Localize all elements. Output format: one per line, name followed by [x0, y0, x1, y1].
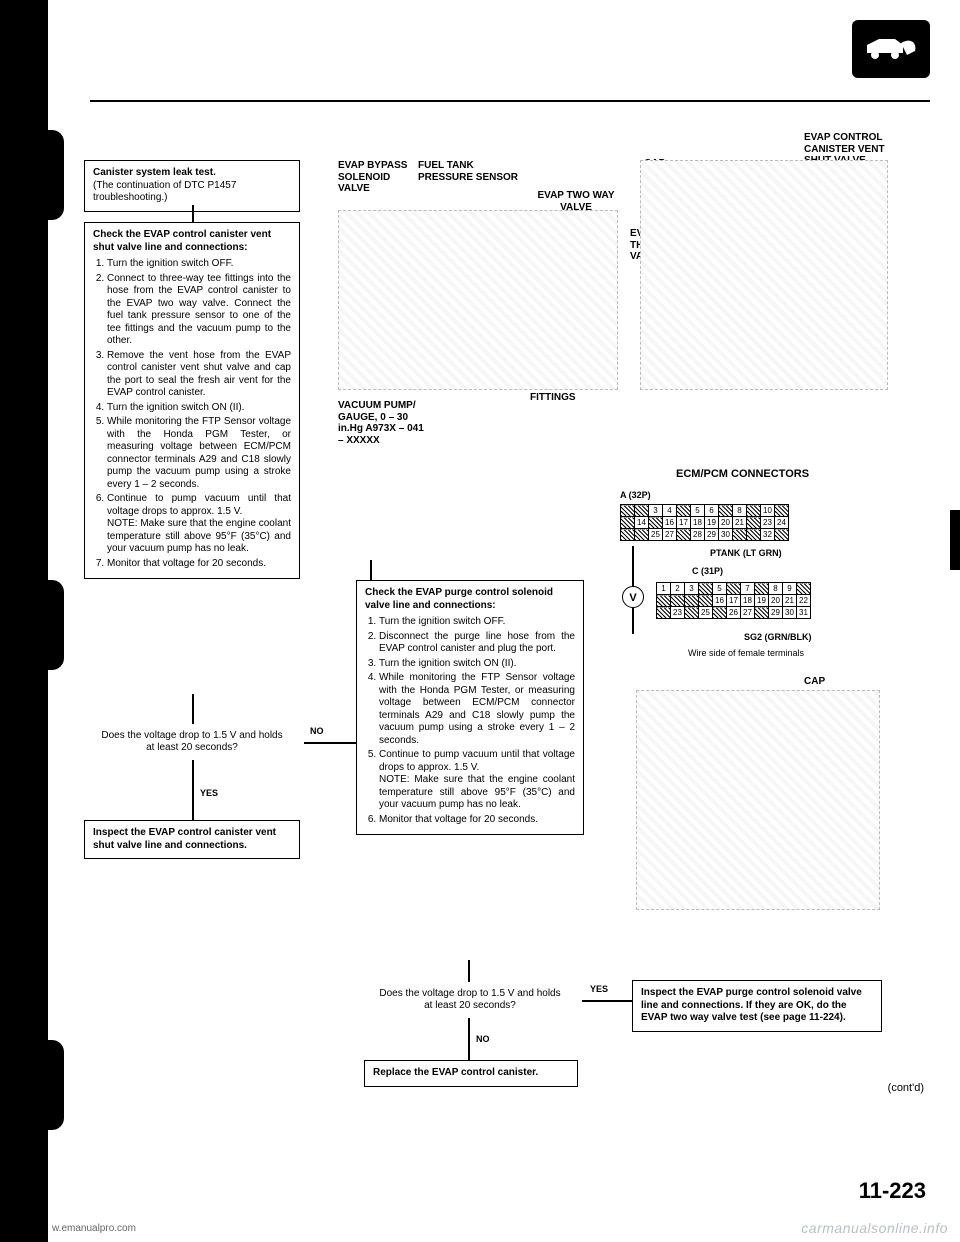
flow-step: Monitor that voltage for 20 seconds. — [107, 558, 291, 571]
flow-step: Disconnect the purge line hose from the … — [379, 631, 575, 656]
flow-box-title: Replace the EVAP control canister. — [373, 1067, 538, 1078]
connector-c-pinout: 1235789 16171819202122 23252627293031 — [656, 582, 811, 619]
flow-box-title: Canister system leak test. — [93, 167, 291, 180]
diagram-label: FUEL TANK PRESSURE SENSOR — [418, 160, 528, 183]
contd-label: (cont'd) — [888, 1082, 924, 1094]
voltmeter-symbol: V — [622, 586, 644, 608]
flow-box-check-purge: Check the EVAP purge control solenoid va… — [356, 580, 584, 835]
flow-step: Continue to pump vacuum until that volta… — [379, 749, 575, 812]
flow-step-list: Turn the ignition switch OFF. Connect to… — [93, 258, 291, 570]
flow-line — [468, 960, 470, 982]
binder-tab — [0, 130, 64, 220]
flow-step: Remove the vent hose from the EVAP contr… — [107, 350, 291, 400]
flow-label-yes: YES — [200, 788, 218, 798]
flow-box-inspect-vent: Inspect the EVAP control canister vent s… — [84, 820, 300, 859]
connector-c-label: C (31P) — [692, 566, 723, 576]
diagram-label: EVAP BYPASS SOLENOID VALVE — [338, 160, 408, 195]
flow-step: Turn the ignition switch OFF. — [107, 258, 291, 271]
sg2-label: SG2 (GRN/BLK) — [744, 632, 812, 642]
flow-label-no: NO — [476, 1034, 490, 1044]
connector-lead — [632, 546, 634, 586]
connector-title: ECM/PCM CONNECTORS — [676, 468, 809, 480]
flow-decision-1: Does the voltage drop to 1.5 V and holds… — [80, 724, 304, 760]
ptank-label: PTANK (LT GRN) — [710, 548, 782, 558]
flow-label-no: NO — [310, 726, 324, 736]
flow-step-list: Turn the ignition switch OFF. Disconnect… — [365, 616, 575, 826]
scan-mark-right — [950, 510, 960, 570]
flow-line — [582, 1000, 632, 1002]
flow-line — [192, 694, 194, 724]
decision-text: Does the voltage drop to 1.5 V and holds… — [80, 724, 304, 760]
flow-box-title: Inspect the EVAP purge control solenoid … — [641, 987, 862, 1023]
flow-box-inspect-purge: Inspect the EVAP purge control solenoid … — [632, 980, 882, 1032]
flow-step: While monitoring the FTP Sensor voltage … — [379, 672, 575, 747]
watermark-right: carmanualsonline.info — [801, 1220, 948, 1236]
decision-text: Does the voltage drop to 1.5 V and holds… — [358, 982, 582, 1018]
flow-label-yes: YES — [590, 984, 608, 994]
flow-box-title: Check the EVAP purge control solenoid va… — [365, 587, 575, 612]
flow-box-replace-canister: Replace the EVAP control canister. — [364, 1060, 578, 1087]
flow-box-text: (The continuation of DTC P1457 troublesh… — [93, 180, 291, 205]
flow-box-check-vent: Check the EVAP control canister vent shu… — [84, 222, 300, 579]
flow-line — [192, 760, 194, 820]
flow-step: Turn the ignition switch ON (II). — [379, 658, 575, 671]
connector-lead — [632, 608, 634, 634]
flow-step: While monitoring the FTP Sensor voltage … — [107, 416, 291, 491]
flow-line — [468, 1018, 470, 1060]
manual-section-icon — [852, 20, 930, 78]
watermark-left: w.emanualpro.com — [52, 1223, 136, 1234]
flow-step: Turn the ignition switch OFF. — [379, 616, 575, 629]
diagram-label: VACUUM PUMP/ GAUGE, 0 – 30 in.Hg A973X –… — [338, 400, 428, 446]
flow-box-title: Check the EVAP control canister vent shu… — [93, 229, 291, 254]
binder-tab — [0, 580, 64, 670]
binder-tab — [0, 1040, 64, 1130]
flow-decision-2: Does the voltage drop to 1.5 V and holds… — [358, 982, 582, 1018]
page-content: Canister system leak test. (The continua… — [60, 0, 950, 1242]
header-rule — [90, 100, 930, 102]
connector-a-pinout: 3456810 141617181920212324 252728293032 — [620, 504, 789, 541]
flow-step: Monitor that voltage for 20 seconds. — [379, 814, 575, 827]
page-number: 11-223 — [859, 1178, 926, 1204]
flow-line — [370, 560, 372, 580]
diagram-canister-detail — [636, 690, 880, 910]
connector-a-label: A (32P) — [620, 490, 651, 500]
diagram-evap-system — [338, 210, 618, 390]
flow-box-start: Canister system leak test. (The continua… — [84, 160, 300, 212]
flow-step: Connect to three-way tee fittings into t… — [107, 273, 291, 348]
diagram-label: CAP — [804, 676, 825, 688]
flow-step: Turn the ignition switch ON (II). — [107, 402, 291, 415]
flow-box-title: Inspect the EVAP control canister vent s… — [93, 827, 291, 852]
connector-caption: Wire side of female terminals — [646, 648, 846, 658]
flow-step: Continue to pump vacuum until that volta… — [107, 493, 291, 556]
diagram-canister-assembly — [640, 160, 888, 390]
flow-line — [192, 205, 194, 223]
